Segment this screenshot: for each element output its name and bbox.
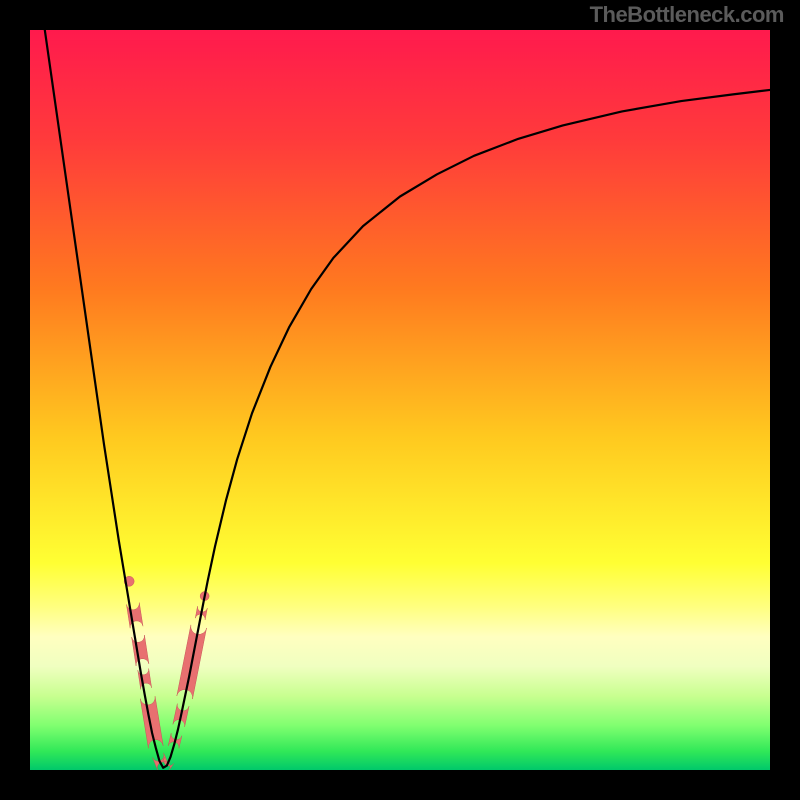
bottleneck-chart bbox=[30, 30, 770, 770]
chart-root: TheBottleneck.com bbox=[0, 0, 800, 800]
watermark-text: TheBottleneck.com bbox=[590, 2, 784, 28]
